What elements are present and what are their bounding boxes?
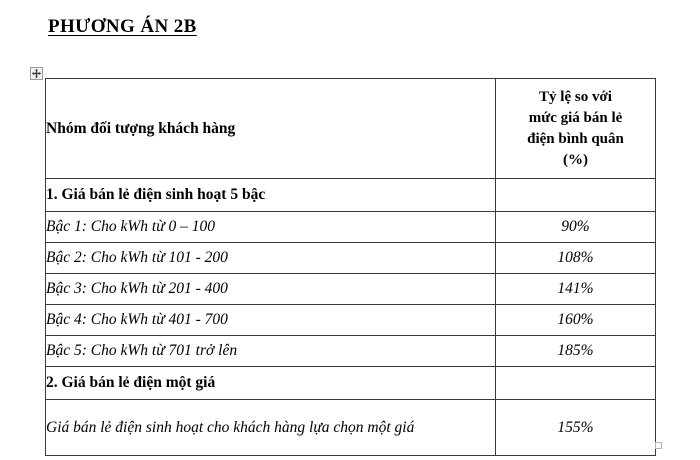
row-percent: 185% <box>495 335 656 367</box>
row-label: Bậc 2: Cho kWh từ 101 - 200 <box>45 242 496 274</box>
table-row: 1. Giá bán lẻ điện sinh hoạt 5 bậc <box>45 178 656 212</box>
table-row: Bậc 2: Cho kWh từ 101 - 200 108% <box>45 242 656 274</box>
table-body: Nhóm đối tượng khách hàng Tỷ lệ so với m… <box>45 78 656 456</box>
table-resize-handle-icon[interactable] <box>655 442 662 449</box>
page-title: PHƯƠNG ÁN 2B <box>48 16 197 37</box>
header-percent-line-4: (%) <box>563 151 588 168</box>
table-row: Bậc 4: Cho kWh từ 401 - 700 160% <box>45 304 656 336</box>
table-row: 2. Giá bán lẻ điện một giá <box>45 366 656 400</box>
row-label: Giá bán lẻ điện sinh hoạt cho khách hàng… <box>45 399 496 456</box>
row-label: Bậc 5: Cho kWh từ 701 trở lên <box>45 335 496 367</box>
header-percent-line-3: điện bình quân <box>527 130 624 147</box>
table-header-row: Nhóm đối tượng khách hàng Tỷ lệ so với m… <box>45 78 656 179</box>
row-percent: 108% <box>495 242 656 274</box>
row-label: 2. Giá bán lẻ điện một giá <box>45 366 496 400</box>
row-label: Bậc 3: Cho kWh từ 201 - 400 <box>45 273 496 305</box>
row-percent <box>495 366 656 400</box>
header-percent-ratio: Tỷ lệ so với mức giá bán lẻ điện bình qu… <box>495 78 656 179</box>
row-percent: 141% <box>495 273 656 305</box>
row-percent <box>495 178 656 212</box>
table-row: Bậc 5: Cho kWh từ 701 trở lên 185% <box>45 335 656 367</box>
row-percent: 90% <box>495 211 656 243</box>
row-label: Bậc 1: Cho kWh từ 0 – 100 <box>45 211 496 243</box>
table-row: Giá bán lẻ điện sinh hoạt cho khách hàng… <box>45 399 656 456</box>
row-percent: 160% <box>495 304 656 336</box>
header-percent-line-2: mức giá bán lẻ <box>528 109 623 126</box>
table-move-handle-icon[interactable] <box>30 67 43 80</box>
header-customer-group: Nhóm đối tượng khách hàng <box>45 78 496 179</box>
row-label: 1. Giá bán lẻ điện sinh hoạt 5 bậc <box>45 178 496 212</box>
row-percent: 155% <box>495 399 656 456</box>
price-comparison-table: Nhóm đối tượng khách hàng Tỷ lệ so với m… <box>45 78 656 456</box>
row-label: Bậc 4: Cho kWh từ 401 - 700 <box>45 304 496 336</box>
table-row: Bậc 1: Cho kWh từ 0 – 100 90% <box>45 211 656 243</box>
header-percent-line-1: Tỷ lệ so với <box>539 88 612 105</box>
table-row: Bậc 3: Cho kWh từ 201 - 400 141% <box>45 273 656 305</box>
